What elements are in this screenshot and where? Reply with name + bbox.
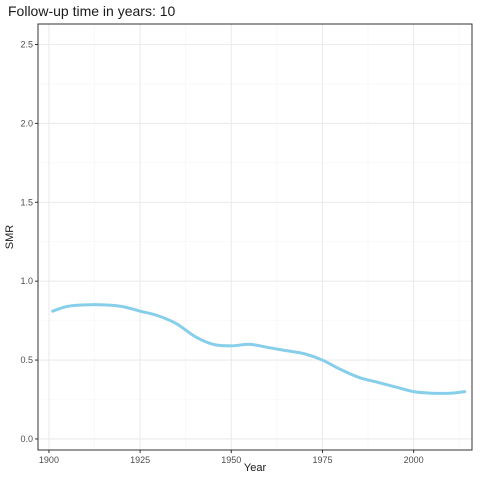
major-gridlines: [38, 24, 472, 450]
axis-ticks: [35, 44, 415, 453]
x-tick-label: 1950: [221, 455, 241, 465]
chart-title: Follow-up time in years: 10: [8, 3, 176, 19]
smr-series-line: [51, 303, 467, 395]
y-tick-label: 2.0: [20, 118, 33, 128]
y-axis-tick-labels: 0.0 0.5 1.0 1.5 2.0 2.5: [20, 40, 33, 444]
plot-panel-background: [38, 24, 472, 450]
series-layer: [51, 303, 467, 395]
y-tick-label: 0.5: [20, 355, 33, 365]
y-tick-label: 1.0: [20, 276, 33, 286]
x-axis-label: Year: [244, 462, 267, 474]
plot-panel-border: [37, 23, 473, 451]
y-axis-label: SMR: [4, 225, 16, 250]
x-tick-label: 2000: [404, 455, 424, 465]
x-axis-tick-labels: 1900 1925 1950 1975 2000: [39, 455, 424, 465]
x-tick-label: 1975: [312, 455, 332, 465]
y-tick-label: 0.0: [20, 434, 33, 444]
y-tick-label: 1.5: [20, 197, 33, 207]
x-tick-label: 1900: [39, 455, 59, 465]
y-tick-label: 2.5: [20, 40, 33, 50]
x-tick-label: 1925: [130, 455, 150, 465]
